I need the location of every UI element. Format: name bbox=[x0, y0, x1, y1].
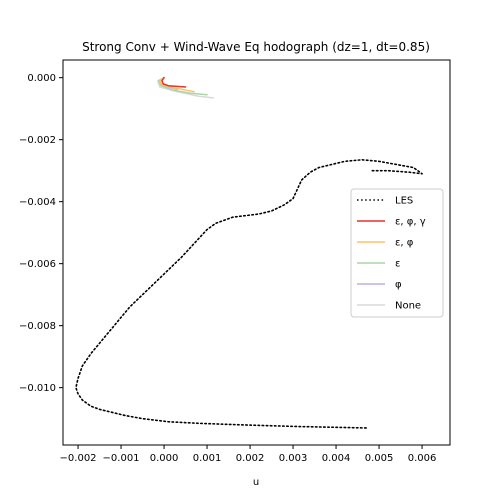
legend-label: ε, φ bbox=[395, 238, 414, 249]
legend: LES ε, φ, γ ε, φ εφ None bbox=[350, 188, 444, 318]
legend-label: None bbox=[395, 301, 421, 312]
x-tick-label: 0.005 bbox=[365, 453, 394, 464]
x-tick-label: 0.006 bbox=[408, 453, 437, 464]
series-line-0 bbox=[75, 159, 423, 429]
legend-label: φ bbox=[395, 280, 402, 291]
series-line-1 bbox=[161, 76, 187, 88]
x-axis-label: u bbox=[253, 477, 259, 488]
chart-title: Strong Conv + Wind-Wave Eq hodograph (dz… bbox=[82, 40, 430, 54]
x-tick-label: 0.002 bbox=[236, 453, 265, 464]
x-tick-label: −0.001 bbox=[103, 453, 140, 464]
y-tick-label: −0.006 bbox=[19, 259, 56, 270]
y-tick-label: −0.004 bbox=[19, 197, 56, 208]
series-layer bbox=[75, 76, 423, 429]
legend-box bbox=[350, 188, 444, 318]
x-tick-label: 0.004 bbox=[322, 453, 351, 464]
y-tick-label: 0.000 bbox=[27, 73, 56, 84]
y-axis: 0.000 −0.002 −0.004 −0.006 −0.008 −0.010 bbox=[19, 73, 63, 394]
x-tick-label: −0.002 bbox=[60, 453, 97, 464]
y-tick-label: −0.010 bbox=[19, 383, 56, 394]
legend-label: LES bbox=[395, 196, 413, 207]
y-tick-label: −0.002 bbox=[19, 135, 56, 146]
x-tick-label: 0.003 bbox=[279, 453, 308, 464]
x-axis: −0.002 −0.001 0.000 0.001 0.002 0.003 0.004 0.0… bbox=[60, 445, 437, 464]
x-tick-label: 0.001 bbox=[193, 453, 222, 464]
y-tick-label: −0.008 bbox=[19, 321, 56, 332]
plot-frame bbox=[62, 59, 451, 446]
legend-label: ε, φ, γ bbox=[395, 217, 426, 228]
legend-label: ε bbox=[395, 259, 400, 270]
x-tick-label: 0.000 bbox=[150, 453, 179, 464]
